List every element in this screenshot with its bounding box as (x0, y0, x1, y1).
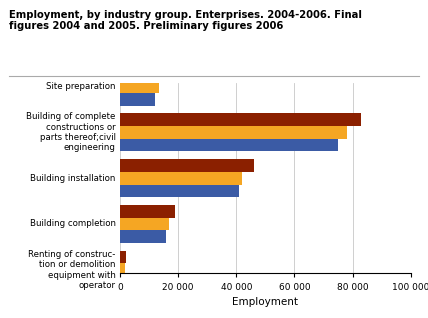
Bar (120, 205, 175, 218)
Bar (120, 126, 347, 139)
Bar (120, 113, 361, 126)
Bar (120, 67, 165, 80)
Bar (120, 230, 166, 243)
Bar (120, 139, 338, 151)
Bar (120, 172, 242, 184)
Bar (120, 80, 159, 93)
Bar (120, 159, 254, 172)
Bar (120, 93, 155, 106)
Bar (120, 251, 126, 263)
Bar (120, 184, 239, 197)
X-axis label: Employment: Employment (232, 297, 298, 307)
Bar (120, 263, 125, 276)
Bar (120, 218, 169, 230)
Bar (120, 276, 124, 289)
Text: Employment, by industry group. Enterprises. 2004-2006. Final
figures 2004 and 20: Employment, by industry group. Enterpris… (9, 10, 361, 31)
